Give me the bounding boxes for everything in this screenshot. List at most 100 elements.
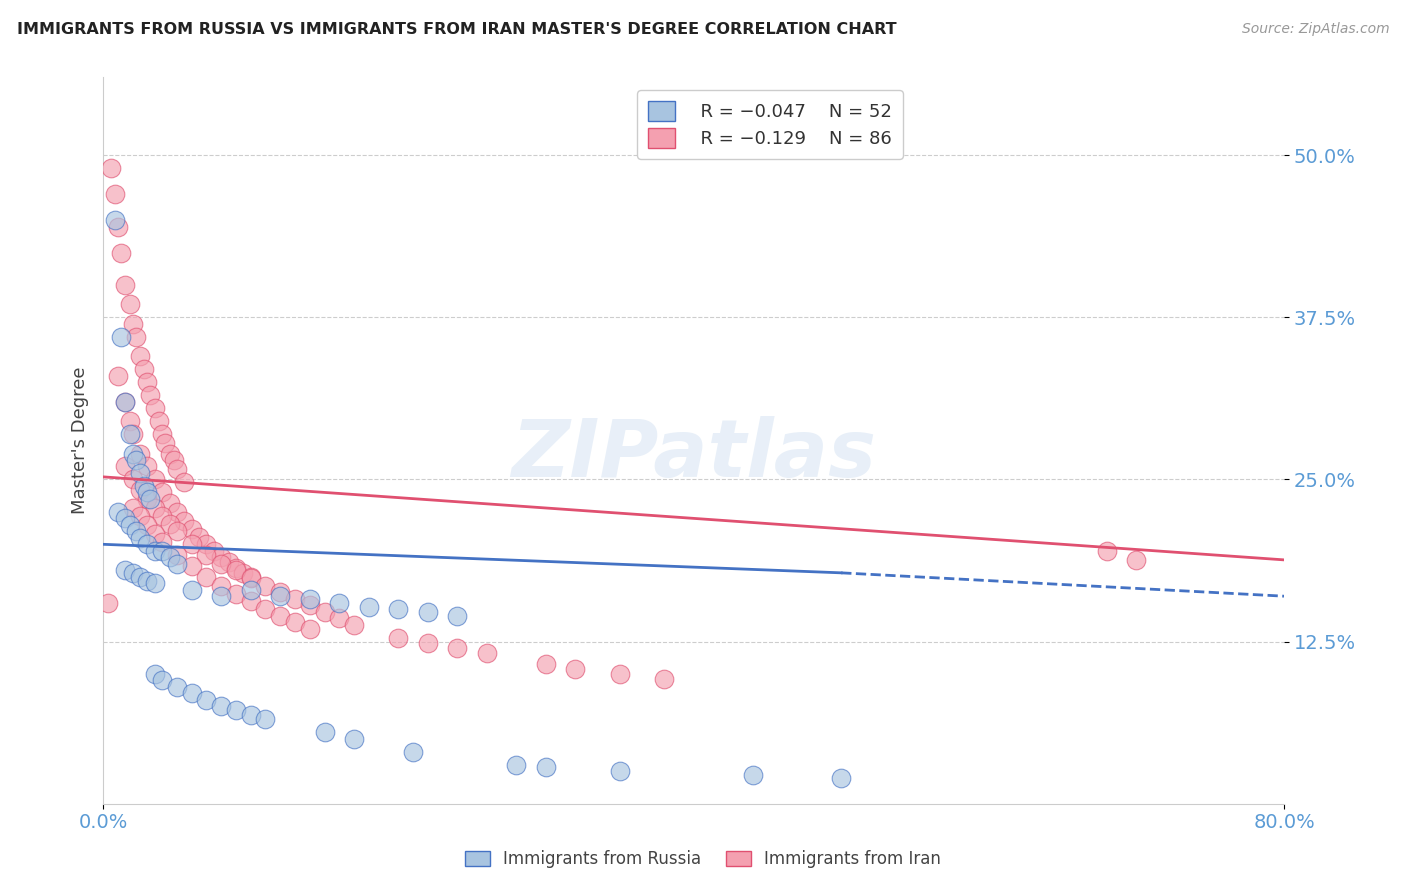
Point [118, 517, 141, 532]
Point [357, 599, 380, 614]
Point [209, 579, 232, 593]
Point [1095, 543, 1118, 558]
Point [121, 427, 143, 442]
Point [232, 566, 254, 580]
Point [166, 462, 188, 476]
Point [118, 427, 141, 442]
Point [114, 459, 136, 474]
Point [343, 617, 366, 632]
Point [173, 475, 195, 489]
Point [114, 394, 136, 409]
Point [1125, 553, 1147, 567]
Point [114, 563, 136, 577]
Point [121, 317, 143, 331]
Point [150, 673, 173, 688]
Point [534, 657, 557, 671]
Point [129, 466, 152, 480]
Point [225, 563, 247, 577]
Point [218, 556, 240, 570]
Point [269, 589, 291, 603]
Point [328, 611, 350, 625]
Point [239, 594, 262, 608]
Point [328, 596, 350, 610]
Point [180, 559, 202, 574]
Point [609, 667, 631, 681]
Point [121, 473, 143, 487]
Point [416, 605, 439, 619]
Point [139, 388, 162, 402]
Point [166, 548, 188, 562]
Point [195, 570, 218, 584]
Point [209, 589, 232, 603]
Point [225, 703, 247, 717]
Point [163, 453, 186, 467]
Point [239, 570, 262, 584]
Point [136, 485, 159, 500]
Point [136, 375, 159, 389]
Point [387, 602, 409, 616]
Point [107, 219, 129, 234]
Point [534, 760, 557, 774]
Legend: Immigrants from Russia, Immigrants from Iran: Immigrants from Russia, Immigrants from … [458, 844, 948, 875]
Point [143, 501, 166, 516]
Text: Source: ZipAtlas.com: Source: ZipAtlas.com [1241, 22, 1389, 37]
Point [104, 187, 127, 202]
Point [269, 585, 291, 599]
Point [741, 768, 763, 782]
Point [188, 529, 211, 543]
Point [209, 557, 232, 571]
Point [159, 496, 181, 510]
Point [343, 731, 366, 746]
Point [180, 582, 202, 597]
Point [180, 686, 202, 700]
Point [136, 537, 159, 551]
Point [143, 527, 166, 541]
Y-axis label: Master's Degree: Master's Degree [72, 367, 89, 515]
Point [110, 245, 132, 260]
Point [239, 571, 262, 585]
Point [134, 479, 156, 493]
Point [254, 602, 277, 616]
Point [143, 401, 166, 416]
Point [446, 641, 468, 656]
Point [402, 745, 425, 759]
Point [129, 531, 152, 545]
Point [139, 491, 162, 506]
Point [446, 608, 468, 623]
Point [254, 712, 277, 726]
Point [505, 757, 527, 772]
Point [104, 213, 127, 227]
Point [298, 622, 321, 636]
Text: IMMIGRANTS FROM RUSSIA VS IMMIGRANTS FROM IRAN MASTER'S DEGREE CORRELATION CHART: IMMIGRANTS FROM RUSSIA VS IMMIGRANTS FRO… [17, 22, 897, 37]
Point [269, 608, 291, 623]
Point [136, 459, 159, 474]
Point [118, 297, 141, 311]
Point [225, 560, 247, 574]
Point [159, 550, 181, 565]
Point [166, 524, 188, 539]
Point [129, 349, 152, 363]
Point [136, 491, 159, 506]
Point [114, 394, 136, 409]
Point [150, 508, 173, 523]
Point [136, 574, 159, 588]
Point [209, 699, 232, 714]
Point [159, 446, 181, 460]
Point [136, 517, 159, 532]
Point [143, 473, 166, 487]
Point [314, 725, 336, 739]
Point [195, 548, 218, 562]
Point [173, 514, 195, 528]
Point [124, 524, 146, 539]
Point [416, 636, 439, 650]
Point [475, 646, 498, 660]
Point [129, 483, 152, 497]
Point [150, 534, 173, 549]
Point [124, 330, 146, 344]
Point [129, 508, 152, 523]
Point [121, 501, 143, 516]
Point [239, 708, 262, 723]
Point [166, 505, 188, 519]
Point [129, 570, 152, 584]
Point [114, 277, 136, 292]
